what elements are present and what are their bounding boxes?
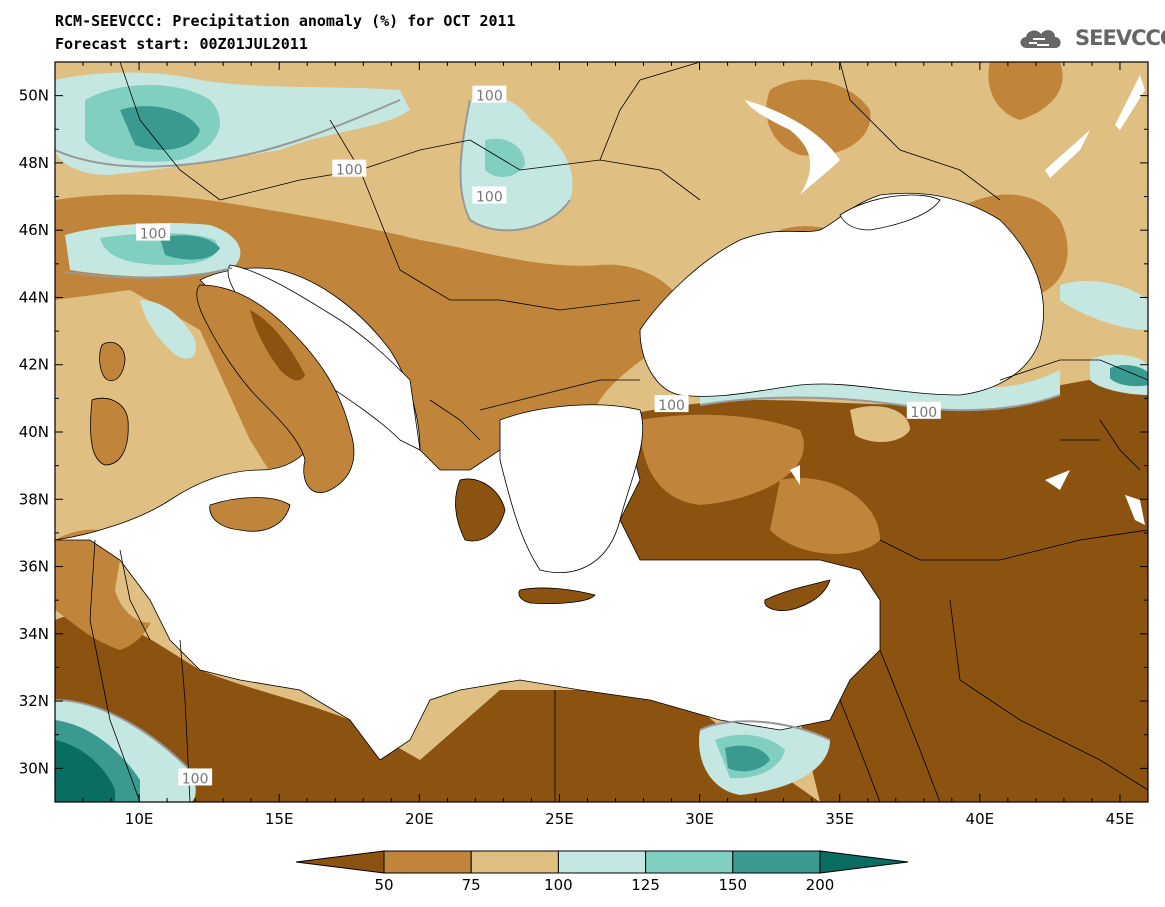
no-data-patch-1 <box>1045 470 1070 490</box>
y-tick-label: 36N <box>19 558 49 576</box>
forecast-start-subtitle: Forecast start: 00Z01JUL2011 <box>55 35 308 53</box>
sea-of-azov <box>839 194 941 231</box>
country-borders <box>89 62 1148 802</box>
contour-label: 100 <box>140 227 167 243</box>
no-data-patch-4 <box>745 100 840 195</box>
contour-label-group: 100 100 100 100 100 100 100 <box>136 85 941 787</box>
contour-label: 100 <box>476 89 503 105</box>
x-tick-label: 45E <box>1106 810 1135 828</box>
x-tick-label: 30E <box>685 810 714 828</box>
black-sea <box>639 192 1044 397</box>
field-very-wet-nile-delta <box>725 745 770 772</box>
corsica <box>99 341 126 382</box>
field-dry-ukraine <box>766 79 871 156</box>
y-tick-label: 34N <box>19 625 49 643</box>
x-axis-ticks: 10E 15E 20E 25E 30E 35E 40E 45E <box>82 62 1149 828</box>
no-data-patch-3 <box>790 465 800 485</box>
x-tick-label: 25E <box>545 810 574 828</box>
x-tick-label: 35E <box>825 810 854 828</box>
y-tick-label: 48N <box>19 154 49 172</box>
colorbar-label: 75 <box>462 876 481 894</box>
contour-label-bg <box>472 186 507 204</box>
no-data-patch-6 <box>1115 75 1145 130</box>
field-very-dry-north-africa <box>55 614 820 802</box>
y-tick-label: 44N <box>19 288 49 306</box>
greece-peloponnese <box>455 478 506 542</box>
contour-label: 100 <box>336 163 363 179</box>
no-data-patch-5 <box>1045 130 1090 178</box>
y-tick-label: 46N <box>19 221 49 239</box>
contour-label-bg <box>906 401 941 419</box>
contour-label-bg <box>178 768 213 786</box>
contour-label-bg <box>136 223 171 241</box>
colorbar-label: 200 <box>806 876 835 894</box>
sardinia <box>90 397 129 466</box>
field-moderate-anatolia-2 <box>850 406 910 442</box>
y-tick-label: 30N <box>19 759 49 777</box>
y-tick-label: 50N <box>19 87 49 105</box>
field-wetter-georgia <box>1110 365 1148 387</box>
cyprus <box>764 579 831 611</box>
contour-100-lines <box>55 99 1061 771</box>
contour-label-bg <box>654 395 689 413</box>
aegean-sea <box>499 404 644 573</box>
field-moderate-levant <box>770 478 880 554</box>
x-tick-label: 40E <box>966 810 995 828</box>
y-axis-ticks: 30N 32N 34N 36N 38N 40N 42N 44N 46N 48N 50N <box>19 61 1148 803</box>
y-tick-label: 38N <box>19 490 49 508</box>
italy-heel <box>250 310 305 381</box>
sicily <box>209 497 291 532</box>
colorbar-box <box>470 850 559 874</box>
contour-label: 100 <box>910 405 937 421</box>
no-data-patch-2 <box>1125 495 1145 525</box>
contour-label: 100 <box>182 771 209 787</box>
field-very-wet-central-europe <box>120 106 200 150</box>
y-tick-label: 42N <box>19 356 49 374</box>
colorbar-label: 125 <box>631 876 660 894</box>
x-tick-label: 15E <box>265 810 294 828</box>
seevccc-cloud-logo-icon <box>1020 30 1061 48</box>
colorbar-box <box>645 850 734 874</box>
colorbar-label: 150 <box>718 876 747 894</box>
field-moderate-anatolia-1 <box>640 414 804 505</box>
colorbar-box <box>732 850 821 874</box>
colorbar-box <box>557 850 647 874</box>
anomaly-field <box>55 62 1148 802</box>
colorbar-min-arrow <box>295 850 385 874</box>
colorbar-label: 50 <box>374 876 393 894</box>
contour-label: 100 <box>658 398 685 414</box>
colorbar-label: 100 <box>544 876 573 894</box>
x-tick-label: 10E <box>125 810 154 828</box>
map-title: RCM-SEEVCCC: Precipitation anomaly (%) f… <box>55 12 516 30</box>
seevccc-logo-text: SEEVCCC <box>1075 26 1165 50</box>
italy-landmass <box>196 284 355 493</box>
colorbar-box <box>383 850 472 874</box>
colorbar-max-arrow <box>819 850 909 874</box>
crete <box>518 587 596 605</box>
colorbar: 50 75 100 125 150 200 <box>295 850 909 894</box>
y-tick-label: 32N <box>19 692 49 710</box>
contour-label-bg <box>472 85 507 103</box>
contour-label: 100 <box>476 190 503 206</box>
field-wet-caspian <box>1060 280 1148 330</box>
field-dry-russia <box>988 62 1063 120</box>
field-wet-tyrrhenian <box>140 300 196 359</box>
x-tick-label: 20E <box>405 810 434 828</box>
y-tick-label: 40N <box>19 423 49 441</box>
field-very-wet-north-italy <box>160 235 220 260</box>
field-extreme-wet-southwest <box>55 740 115 802</box>
contour-label-bg <box>332 159 367 177</box>
